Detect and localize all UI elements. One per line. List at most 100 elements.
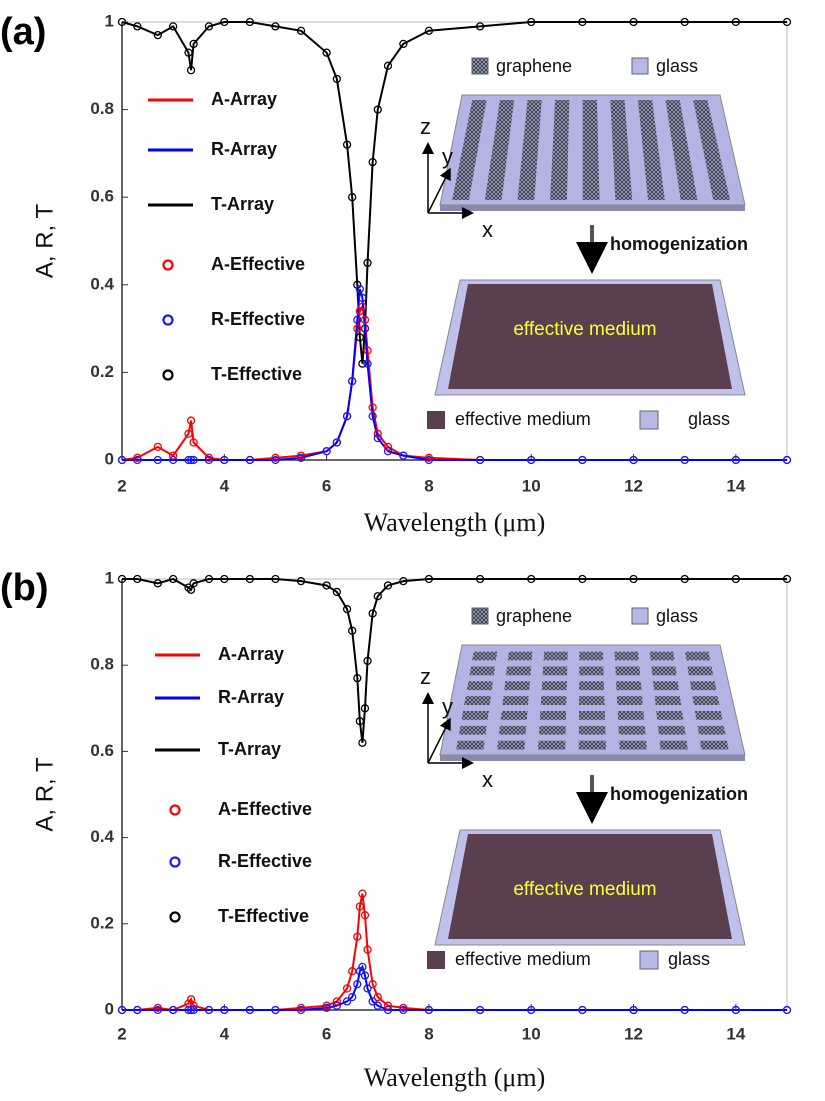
series-marker bbox=[731, 455, 740, 465]
series-marker bbox=[355, 717, 365, 726]
legend-label: R-Effective bbox=[218, 851, 312, 871]
graphene-patch bbox=[651, 666, 677, 676]
y-tick-label: 0.4 bbox=[90, 827, 114, 846]
graphene-patch bbox=[616, 696, 643, 705]
series-marker bbox=[220, 17, 229, 27]
graphene-patch bbox=[538, 725, 566, 735]
series-marker bbox=[186, 66, 196, 75]
series-marker bbox=[169, 451, 178, 460]
series-marker bbox=[296, 1005, 306, 1015]
axis-letter: y bbox=[442, 144, 453, 169]
graphene-patch bbox=[656, 711, 684, 720]
series-marker bbox=[332, 1001, 341, 1010]
graphene-patch bbox=[579, 666, 604, 676]
series-marker bbox=[358, 359, 367, 368]
inset-label: homogenization bbox=[610, 784, 748, 804]
series-marker bbox=[363, 359, 372, 368]
y-tick-label: 0 bbox=[105, 999, 114, 1018]
series-marker bbox=[204, 455, 214, 465]
graphene-patch bbox=[692, 696, 720, 705]
series-marker bbox=[680, 1005, 689, 1015]
series-marker bbox=[383, 447, 393, 456]
series-marker bbox=[204, 1005, 214, 1015]
y-tick-label: 0.2 bbox=[90, 362, 114, 381]
series-marker bbox=[332, 587, 341, 597]
series-marker bbox=[355, 333, 365, 342]
graphene-patch bbox=[697, 725, 726, 735]
y-axis-label: A, R, T bbox=[31, 757, 58, 832]
series-marker bbox=[475, 22, 485, 31]
graphene-patch bbox=[469, 666, 496, 676]
x-tick-label: 4 bbox=[220, 1024, 230, 1043]
series-marker bbox=[342, 605, 352, 614]
series-marker bbox=[322, 48, 331, 57]
series-marker bbox=[245, 17, 255, 27]
axis-letter: x bbox=[482, 217, 493, 242]
inset-label: graphene bbox=[496, 56, 572, 76]
series-marker bbox=[399, 39, 408, 49]
series-marker bbox=[348, 992, 357, 1002]
series-marker bbox=[204, 574, 214, 584]
series-marker bbox=[342, 140, 352, 149]
series-marker bbox=[383, 581, 393, 590]
series-marker bbox=[220, 574, 229, 584]
series-marker bbox=[355, 306, 365, 316]
glass-slab bbox=[440, 205, 745, 211]
legend-marker bbox=[169, 911, 181, 923]
series-marker bbox=[296, 577, 306, 586]
graphene-patch bbox=[472, 651, 498, 661]
graphene-strip bbox=[484, 100, 515, 200]
graphene-patch bbox=[689, 681, 717, 691]
graphene-strip bbox=[582, 100, 600, 200]
series-marker bbox=[220, 1005, 229, 1015]
graphene-patch bbox=[464, 696, 491, 705]
series-marker bbox=[271, 22, 280, 31]
series-marker bbox=[153, 455, 162, 465]
series-marker bbox=[373, 433, 382, 443]
graphene-strip bbox=[665, 100, 698, 200]
legend-marker bbox=[169, 856, 181, 868]
graphene-patch bbox=[653, 681, 679, 691]
x-axis-label: Wavelength (μm) bbox=[364, 508, 546, 537]
series-marker bbox=[475, 455, 485, 465]
x-tick-label: 6 bbox=[322, 476, 331, 495]
legend-label: A-Array bbox=[218, 644, 284, 664]
panel-label: (b) bbox=[0, 567, 49, 609]
series-marker bbox=[383, 1001, 393, 1010]
series-marker bbox=[578, 574, 587, 584]
series-marker bbox=[360, 971, 370, 980]
legend-swatch bbox=[471, 57, 489, 75]
series-marker bbox=[245, 455, 255, 465]
x-tick-label: 14 bbox=[726, 1024, 745, 1043]
axis-letter: z bbox=[420, 664, 431, 689]
series-marker bbox=[271, 455, 280, 465]
series-marker bbox=[342, 984, 352, 993]
series-marker bbox=[399, 577, 408, 586]
glass-slab bbox=[440, 755, 745, 761]
series-marker bbox=[189, 438, 198, 447]
legend-label: A-Effective bbox=[218, 799, 312, 819]
series-marker bbox=[363, 346, 372, 355]
series-marker bbox=[355, 285, 365, 294]
inset: graphene glass zy x homogenization effective … bbox=[420, 606, 748, 970]
y-tick-label: 0.2 bbox=[90, 913, 114, 932]
legend-swatch bbox=[471, 607, 489, 625]
series-marker bbox=[271, 1005, 280, 1015]
series-marker bbox=[373, 992, 382, 1002]
series-marker bbox=[220, 455, 229, 465]
inset: graphene glass zy x homogenization effective … bbox=[420, 56, 748, 430]
axis-arrow bbox=[427, 717, 451, 764]
series-marker bbox=[153, 1005, 162, 1015]
axis-letter: x bbox=[482, 767, 493, 792]
series-marker bbox=[475, 1005, 485, 1015]
graphene-patch bbox=[684, 651, 711, 661]
graphene-patch bbox=[456, 740, 485, 750]
graphene-patch bbox=[619, 740, 647, 750]
graphene-patch bbox=[539, 711, 567, 720]
series-marker bbox=[353, 673, 362, 683]
series-marker bbox=[527, 574, 536, 584]
series-marker bbox=[169, 22, 178, 31]
graphene-patch bbox=[579, 681, 605, 691]
series-marker bbox=[358, 302, 367, 311]
series-marker bbox=[680, 574, 689, 584]
